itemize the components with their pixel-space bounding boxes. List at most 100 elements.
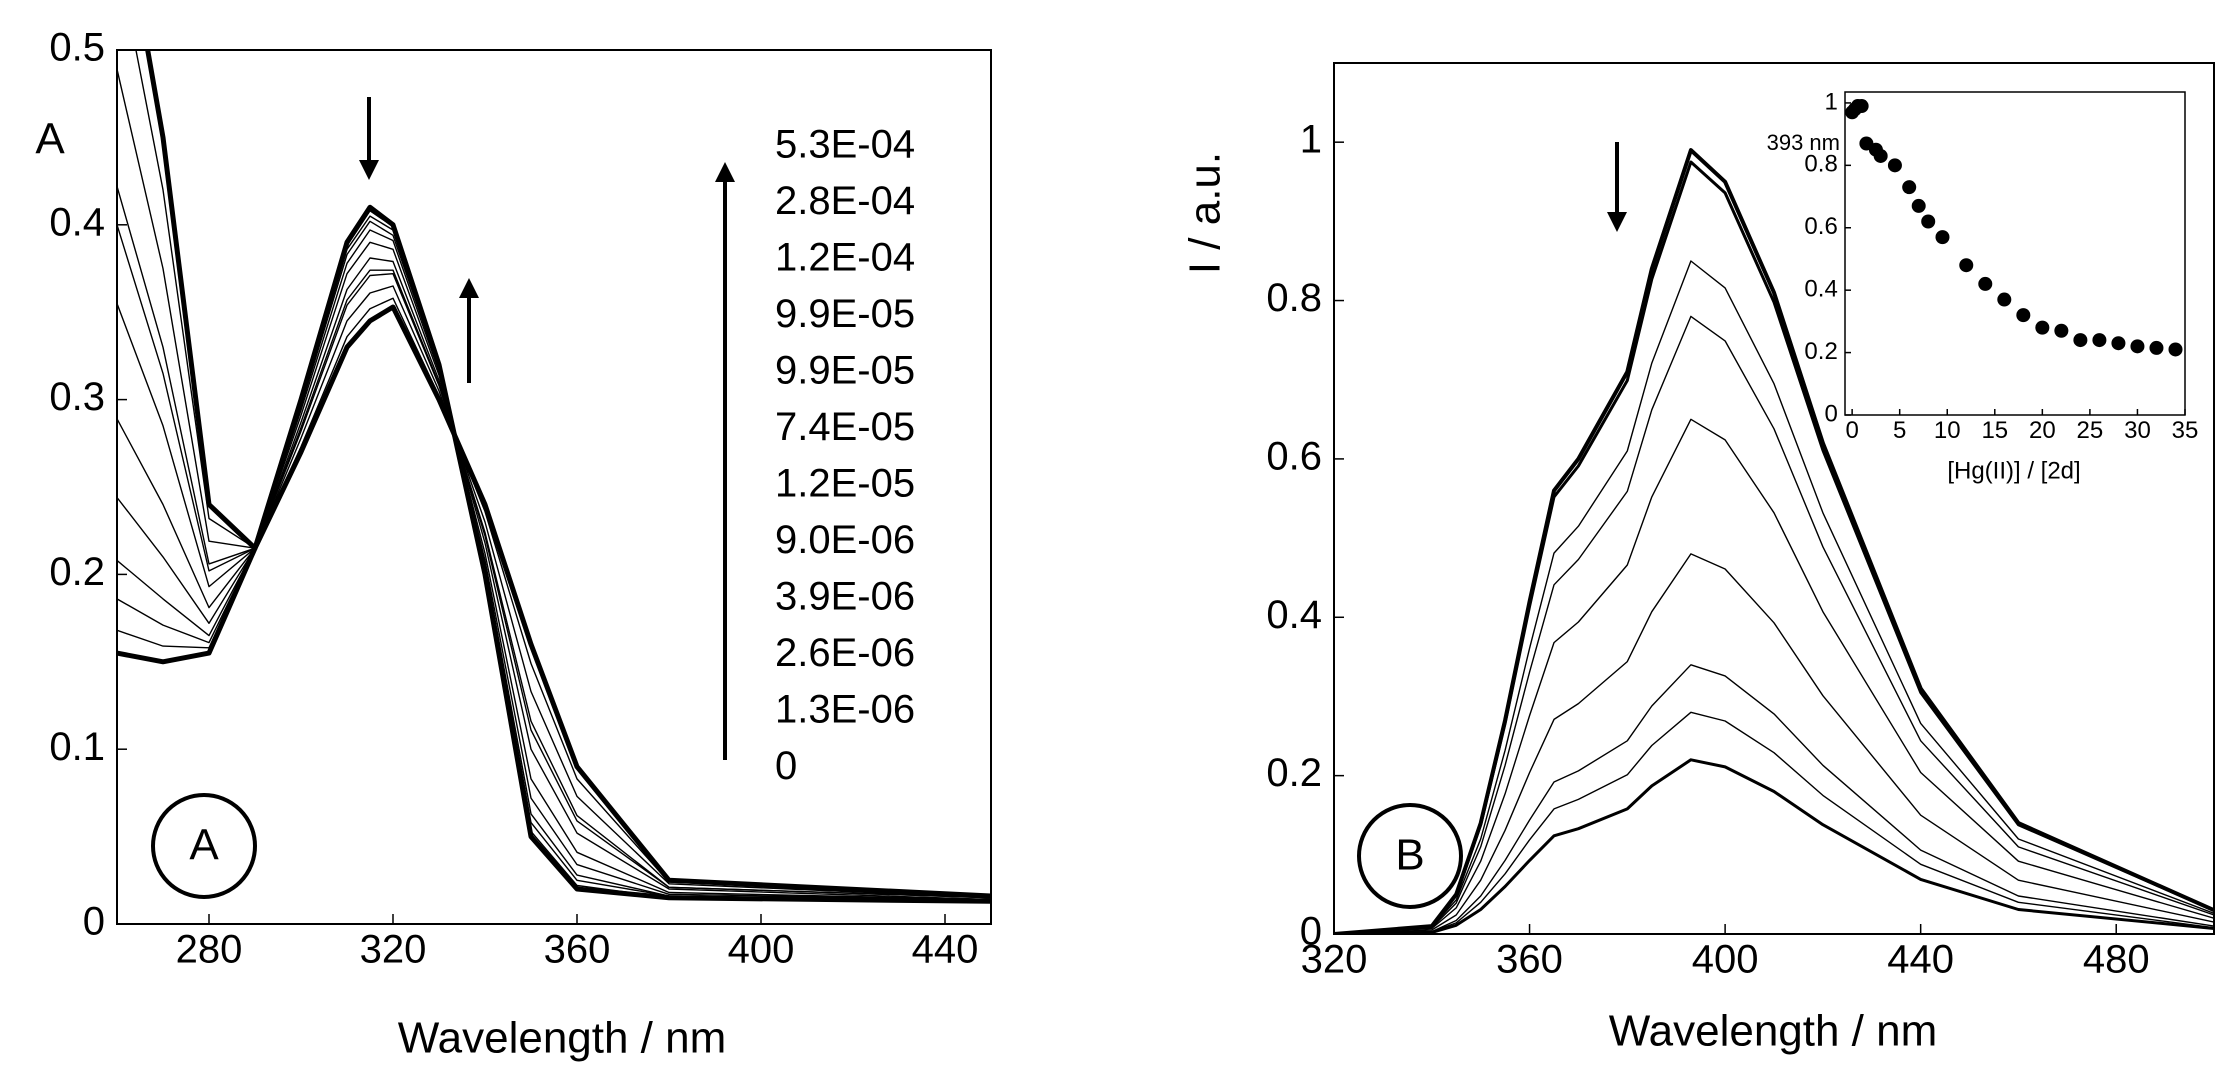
y-tick-label: 0.8: [1266, 276, 1322, 320]
y-tick-label: 0.8: [1804, 151, 1837, 178]
x-tick-label: 35: [2172, 417, 2199, 444]
spectrum-line: [117, 224, 991, 899]
y-tick-label: 0.2: [1266, 751, 1322, 795]
legend-label: 9.9E-05: [775, 349, 915, 393]
spectrum-line: [1334, 711, 2214, 934]
spectrum-line: [1334, 148, 2214, 934]
x-tick-label: 320: [1301, 938, 1368, 982]
legend-label: 1.3E-06: [775, 688, 915, 732]
data-point: [1997, 292, 2012, 307]
y-tick-label: 1: [1300, 118, 1322, 162]
y-tick-label: 0.1: [49, 725, 105, 769]
data-point: [2016, 308, 2031, 323]
data-point: [1935, 230, 1950, 245]
spectrum-line: [1334, 160, 2214, 934]
data-point: [2035, 320, 2050, 335]
legend-label: 7.4E-05: [775, 405, 915, 449]
spectrum-line: [1334, 664, 2214, 934]
y-tick-label: 0: [1824, 400, 1837, 427]
data-point: [1921, 214, 1936, 229]
x-tick-label: 30: [2124, 417, 2151, 444]
x-tick-label: 280: [176, 928, 243, 972]
y-axis-label: A: [35, 115, 65, 164]
x-tick-label: 5: [1893, 417, 1906, 444]
spectrum-line: [117, 204, 991, 904]
data-point: [1959, 258, 1974, 273]
y-tick-label: 0.4: [1804, 276, 1837, 303]
data-point: [2130, 339, 2145, 354]
x-tick-label: 15: [1981, 417, 2008, 444]
legend-label: 3.9E-06: [775, 575, 915, 619]
spectrum-line: [117, 229, 991, 901]
legend-label: 9.9E-05: [775, 292, 915, 336]
annotation: B: [1395, 831, 1424, 880]
legend-label: 2.8E-04: [775, 179, 915, 223]
y-tick-label: 0.6: [1804, 213, 1837, 240]
data-point: [2168, 342, 2183, 357]
spectrum-line: [117, 220, 991, 902]
spectrum-line: [117, 186, 991, 899]
legend-label: 1.2E-04: [775, 236, 915, 280]
x-tick-label: 360: [1496, 938, 1563, 982]
x-tick-label: 25: [2077, 417, 2104, 444]
y-axis-label: I / a.u.: [1181, 152, 1230, 274]
x-tick-label: 20: [2029, 417, 2056, 444]
data-point: [2054, 323, 2069, 338]
x-tick-label: 480: [2083, 938, 2150, 982]
data-point: [2073, 333, 2088, 348]
data-point: [1902, 180, 1917, 195]
panel-circle: [151, 793, 257, 899]
spectrum-line: [1334, 758, 2214, 934]
spectrum-line: [1334, 315, 2214, 934]
x-axis-label: Wavelength / nm: [1609, 1007, 1938, 1056]
spectrum-line: [1334, 418, 2214, 934]
y-tick-label: 0.5: [49, 26, 105, 70]
y-tick-label: 0.6: [1266, 434, 1322, 478]
spectrum-line: [135, 50, 991, 897]
spectrum-line: [117, 257, 991, 901]
legend-label: 1.2E-05: [775, 462, 915, 506]
x-axis-label: Wavelength / nm: [398, 1014, 727, 1063]
x-tick-label: 440: [1887, 938, 1954, 982]
annotation: A: [189, 821, 219, 870]
y-tick-label: 0: [83, 900, 105, 944]
y-tick-label: 0.4: [1266, 593, 1322, 637]
plot-frame: [1333, 62, 2215, 935]
x-tick-label: 10: [1934, 417, 1961, 444]
x-tick-label: 0: [1845, 417, 1858, 444]
spectrum-line: [1334, 260, 2214, 934]
x-tick-label: 360: [544, 928, 611, 972]
panel-circle: [1357, 803, 1463, 909]
legend-label: 5.3E-04: [775, 123, 915, 167]
y-tick-label: 0.4: [49, 200, 105, 244]
data-point: [2149, 340, 2164, 355]
data-point: [2111, 336, 2126, 351]
y-tick-label: 0.3: [49, 375, 105, 419]
data-point: [1911, 198, 1926, 213]
x-tick-label: 320: [360, 928, 427, 972]
spectrum-line: [117, 215, 991, 902]
y-tick-label: 0.2: [49, 550, 105, 594]
y-tick-label: 1: [1824, 88, 1837, 115]
x-tick-label: 440: [912, 928, 979, 972]
legend-label: 9.0E-06: [775, 518, 915, 562]
spectrum-line: [117, 241, 991, 901]
spectrum-line: [117, 69, 991, 899]
data-point: [1854, 99, 1869, 114]
plot-frame: [116, 49, 992, 925]
data-point: [1887, 158, 1902, 173]
spectrum-line: [1334, 553, 2214, 934]
spectrum-line: [145, 50, 991, 899]
data-point: [1978, 276, 1993, 291]
legend-label: 2.6E-06: [775, 631, 915, 675]
legend-label: 0: [775, 744, 797, 788]
annotation: 393 nm: [1767, 130, 1840, 155]
data-point: [1873, 148, 1888, 163]
x-axis-label: [Hg(II)] / [2d]: [1947, 457, 2080, 484]
plot-frame: [1844, 91, 2186, 416]
x-tick-label: 400: [1692, 938, 1759, 982]
data-point: [2092, 333, 2107, 348]
x-tick-label: 400: [728, 928, 795, 972]
y-tick-label: 0.2: [1804, 338, 1837, 365]
